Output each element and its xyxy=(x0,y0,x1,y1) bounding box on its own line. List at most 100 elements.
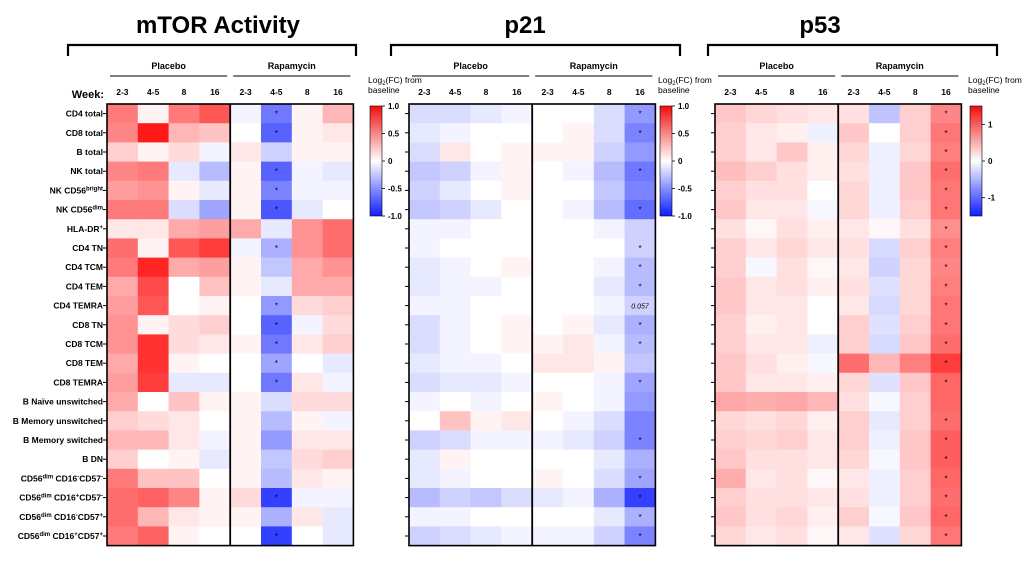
heatmap-cell xyxy=(869,180,901,201)
heatmap-cell xyxy=(199,123,231,143)
week-tick: 4-5 xyxy=(572,87,585,97)
significance-star: * xyxy=(638,532,641,541)
colorbar-tick-label: -0.5 xyxy=(678,185,692,194)
heatmap-cell xyxy=(261,276,293,297)
heatmap-cell xyxy=(501,334,533,354)
significance-star: * xyxy=(944,282,947,291)
heatmap-cell xyxy=(593,353,625,374)
heatmap-cell xyxy=(715,468,747,489)
week-tick: 2-3 xyxy=(418,87,431,97)
heatmap-cell xyxy=(322,315,354,335)
heatmap-cell xyxy=(593,238,625,258)
colorbar-tick-label: 0.5 xyxy=(678,130,690,139)
heatmap-cell xyxy=(563,219,595,239)
heatmap-cell xyxy=(532,488,564,508)
significance-star: * xyxy=(944,513,947,522)
heatmap-cell xyxy=(869,276,901,297)
week-tick: 16 xyxy=(941,87,951,97)
heatmap-cell xyxy=(776,180,808,201)
heatmap-cell xyxy=(563,411,595,431)
heatmap-cell xyxy=(168,257,200,278)
row-label-part: CD56 xyxy=(19,512,41,522)
significance-star: * xyxy=(944,378,947,387)
heatmap-cell xyxy=(715,257,747,278)
heatmap-cell xyxy=(439,392,471,412)
heatmap-cell xyxy=(261,123,293,143)
heatmap-cell xyxy=(439,200,471,220)
heatmap-cell xyxy=(199,411,231,431)
heatmap-cell xyxy=(593,392,625,412)
heatmap-cell xyxy=(715,449,747,470)
heatmap-cell xyxy=(199,353,231,374)
heatmap-cell xyxy=(261,238,293,258)
row-label-sup: + xyxy=(74,532,78,538)
heatmap-cell xyxy=(230,276,262,297)
heatmap-cell xyxy=(715,488,747,508)
heatmap-cell xyxy=(807,449,839,470)
row-label-part: CD57 xyxy=(79,493,101,503)
heatmap-cell xyxy=(291,411,323,431)
heatmap-cell xyxy=(291,430,323,450)
heatmap-cell xyxy=(230,449,262,470)
heatmap-cell xyxy=(930,334,962,354)
row-label: B Memory switched xyxy=(23,435,103,445)
colorbar-title-sub: 2 xyxy=(982,81,986,87)
heatmap-cell xyxy=(745,238,777,258)
row-label: CD56dim CD16-CD57+ xyxy=(19,512,103,522)
heatmap-cell xyxy=(409,238,441,258)
heatmap-cell xyxy=(409,123,441,143)
heatmap-cell xyxy=(291,276,323,297)
heatmap-cell xyxy=(291,161,323,182)
heatmap-cell xyxy=(322,334,354,354)
heatmap-cell xyxy=(261,334,293,354)
heatmap-cell xyxy=(107,449,139,470)
heatmap-cell xyxy=(261,411,293,431)
panel-3: p53 Placebo Rapamycin 2-3 4-5 8 16 2-3 4-5 8 16 * * *… xyxy=(706,12,1022,547)
heatmap-cell xyxy=(624,526,656,546)
significance-star: * xyxy=(275,186,278,195)
heatmap-cell xyxy=(776,123,808,143)
heatmap-cell xyxy=(745,180,777,201)
row-label-part: B Memory unswitched xyxy=(13,416,103,426)
heatmap-cell xyxy=(230,238,262,258)
heatmap-cell xyxy=(593,430,625,450)
heatmap-cell xyxy=(532,123,564,143)
heatmap-cell xyxy=(807,123,839,143)
heatmap-cell xyxy=(532,315,564,335)
heatmap-cell xyxy=(409,180,441,201)
heatmap-cell xyxy=(107,180,139,201)
heatmap-cell xyxy=(715,180,747,201)
heatmap-cell xyxy=(776,449,808,470)
heatmap-cell xyxy=(409,334,441,354)
heatmap-cell xyxy=(291,449,323,470)
heatmap-cell xyxy=(715,507,747,527)
heatmap-cell xyxy=(501,411,533,431)
heatmap-cell xyxy=(869,161,901,182)
heatmap-cell xyxy=(838,449,870,470)
heatmap-cell xyxy=(137,449,169,470)
row-label: CD8 TN xyxy=(72,320,103,330)
heatmap-cell xyxy=(470,468,502,489)
heatmap-cell xyxy=(532,276,564,297)
heatmap-cell xyxy=(230,507,262,527)
heatmap-cell xyxy=(107,161,139,182)
heatmap-cell xyxy=(624,430,656,450)
heatmap-cell xyxy=(409,353,441,374)
heatmap-cell xyxy=(107,526,139,546)
heatmap-cell xyxy=(470,449,502,470)
heatmap-cell xyxy=(168,238,200,258)
heatmap-cell xyxy=(715,161,747,182)
heatmap-cell xyxy=(199,372,231,393)
heatmap-cell xyxy=(137,296,169,316)
heatmap-cell xyxy=(470,507,502,527)
row-label-part: CD4 total xyxy=(66,109,103,119)
colorbar-title-sub: 2 xyxy=(672,81,676,87)
heatmap-cell xyxy=(807,219,839,239)
heatmap-cell xyxy=(199,104,231,124)
heatmap-cell xyxy=(776,219,808,239)
heatmap-cell xyxy=(838,180,870,201)
week-tick: 2-3 xyxy=(724,87,737,97)
heatmap-cell xyxy=(776,315,808,335)
heatmap-cell xyxy=(869,353,901,374)
heatmap-cell xyxy=(776,142,808,162)
